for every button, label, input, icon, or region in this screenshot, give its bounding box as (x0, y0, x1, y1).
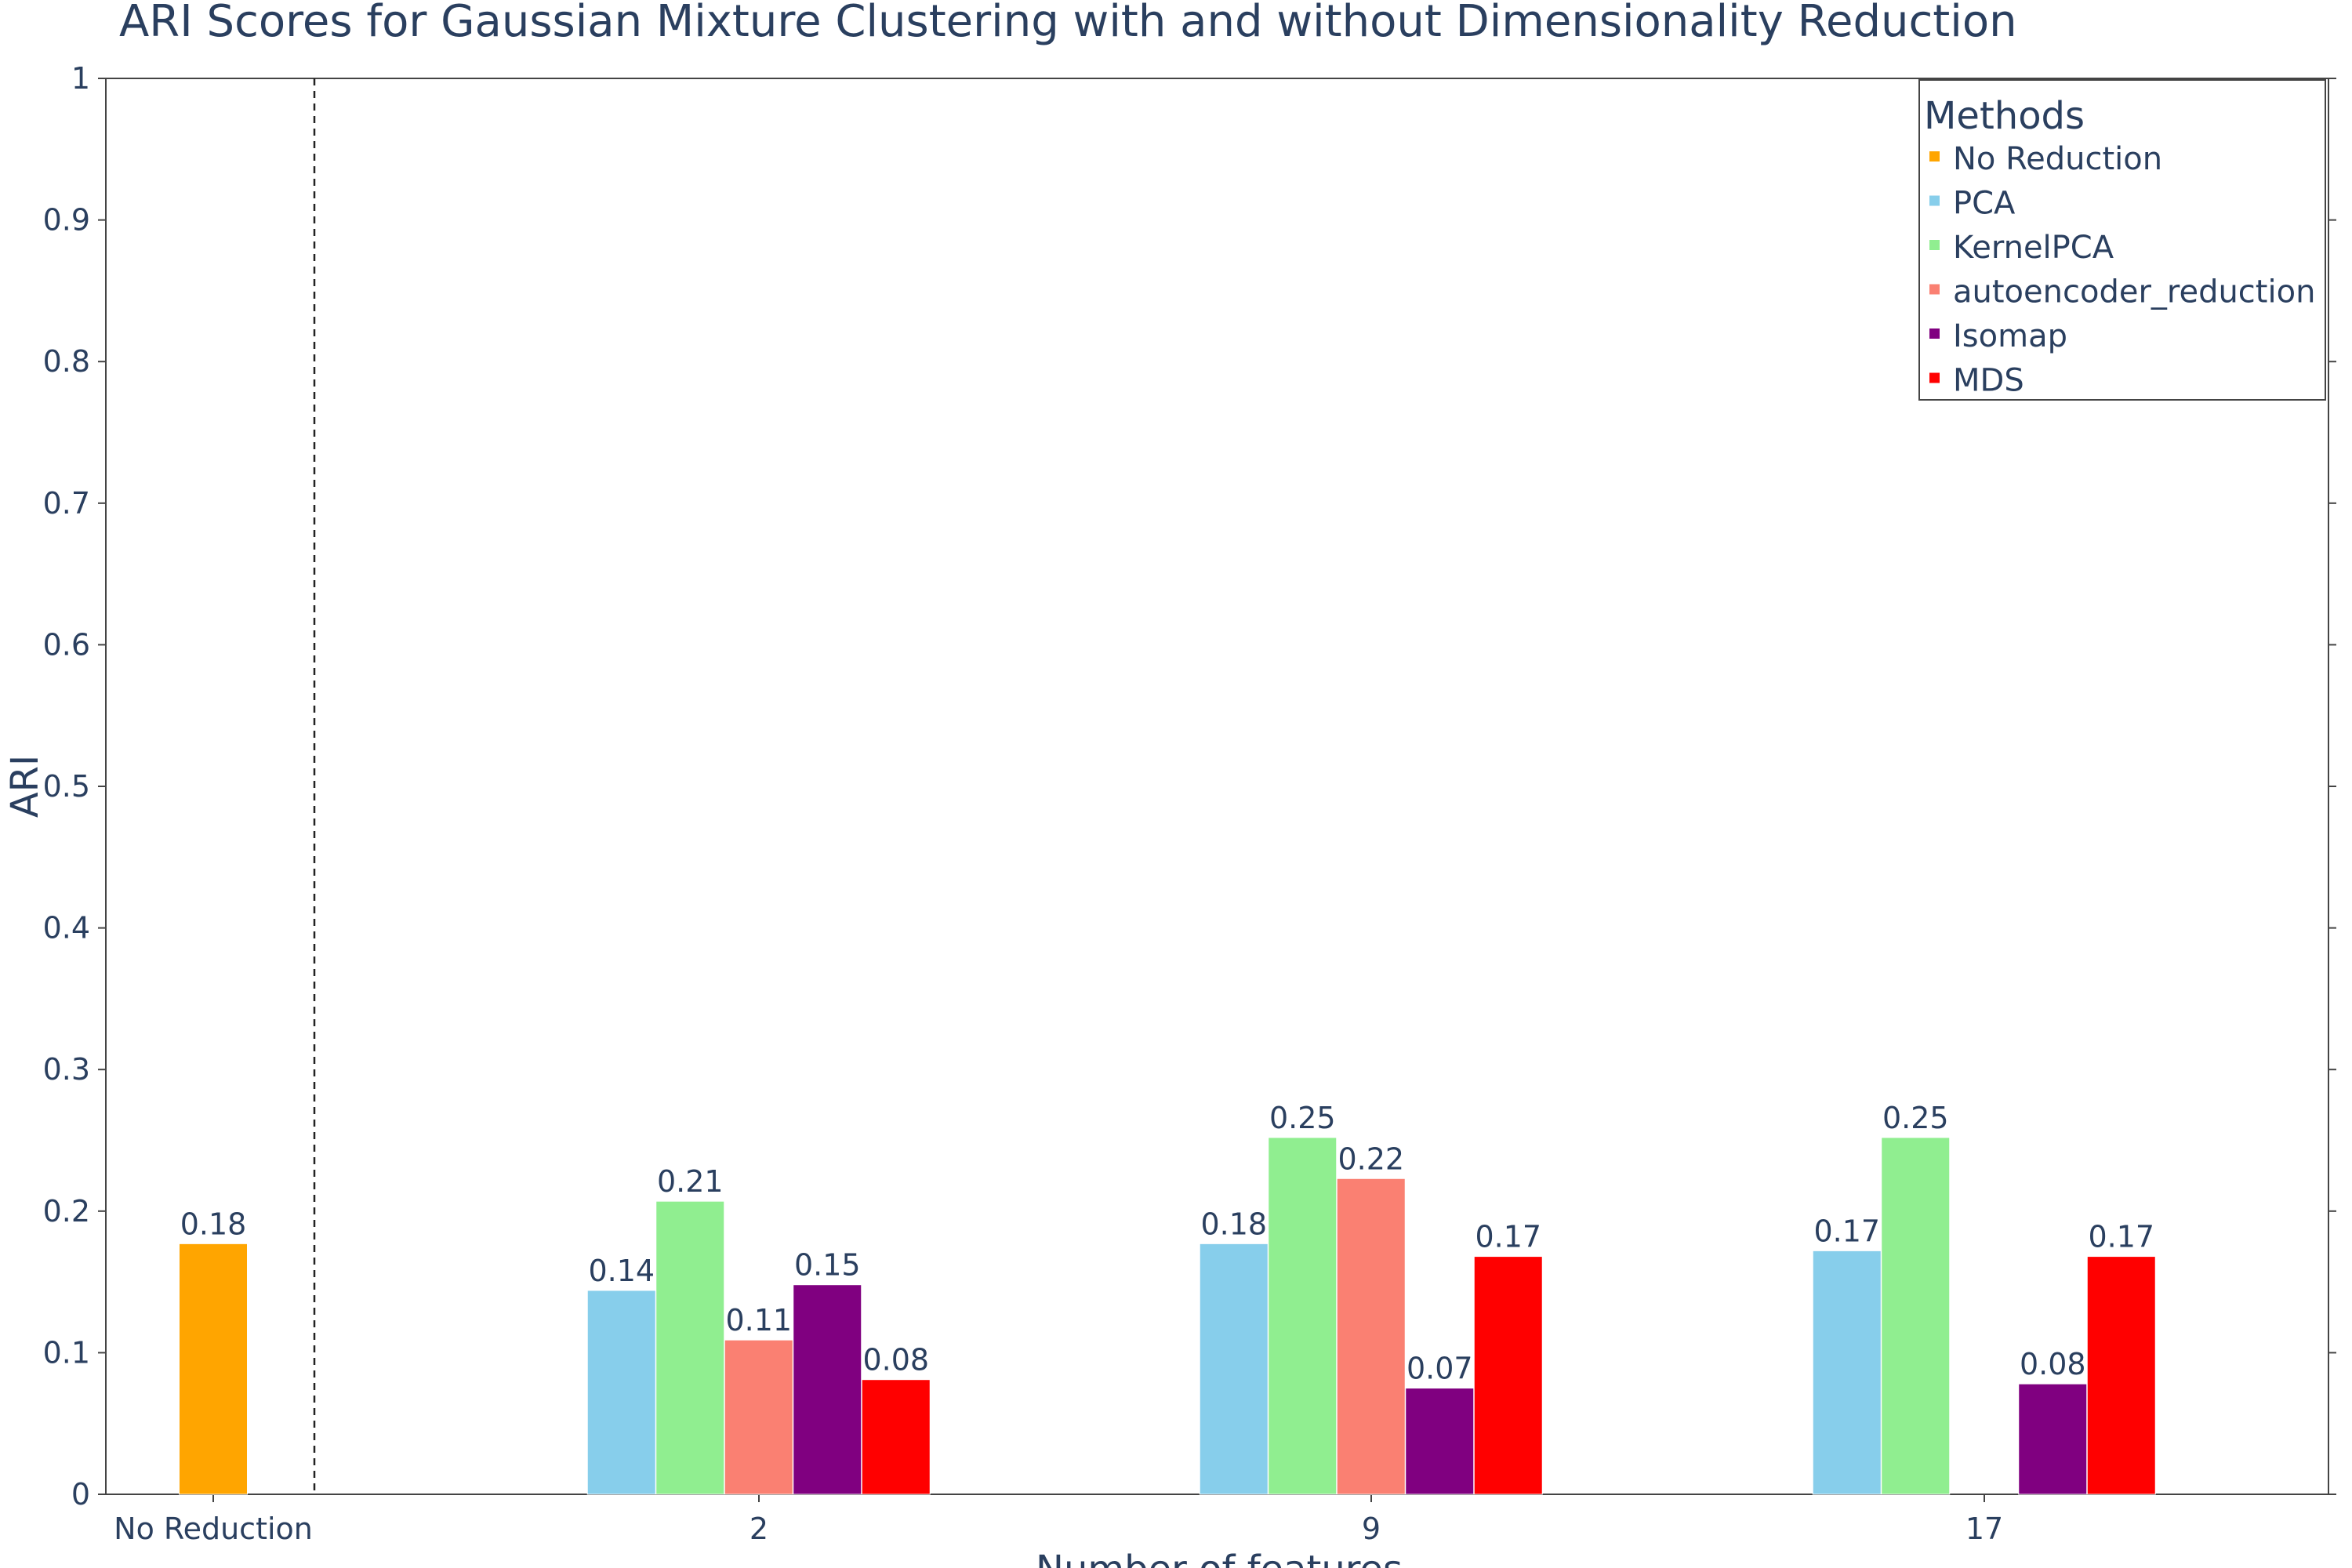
bar-value-label: 0.25 (1269, 1101, 1336, 1135)
y-tick-label: 0 (71, 1477, 90, 1512)
bar-isomap (1405, 1388, 1475, 1495)
bar-pca (586, 1290, 656, 1495)
y-tick-label: 0.6 (43, 627, 90, 662)
bar-value-label: 0.15 (794, 1248, 861, 1283)
bar-autoencoder-reduction (724, 1339, 793, 1495)
bar-value-label: 0.22 (1338, 1142, 1404, 1176)
bar-kernelpca (655, 1200, 725, 1495)
chart-title: ARI Scores for Gaussian Mixture Clusteri… (119, 0, 2017, 47)
plot-area: 0 0.1 0.2 0.3 0.4 0.5 0.6 0.7 0.8 0.9 1 No Reductio… (43, 61, 2336, 1546)
x-tick-label: 17 (1965, 1512, 2003, 1546)
legend-item-label: MDS (1953, 363, 2024, 399)
y-tick-label: 0.5 (43, 769, 90, 804)
bar-value-label: 0.25 (1882, 1101, 1949, 1135)
legend-item-label: PCA (1953, 186, 2016, 222)
legend-swatch (1929, 195, 1940, 206)
bar-mds (1473, 1256, 1543, 1495)
bar-value-label: 0.14 (588, 1254, 655, 1288)
bar-value-label: 0.21 (657, 1164, 724, 1199)
bar-value-label: 0.18 (1200, 1207, 1267, 1241)
legend-swatch (1929, 328, 1940, 339)
y-tick-label: 0.4 (43, 911, 90, 946)
x-tick-label: 9 (1362, 1512, 1381, 1546)
bar-value-label: 0.17 (2088, 1220, 2154, 1254)
legend-swatch (1929, 151, 1940, 162)
bar-no-reduction (179, 1243, 248, 1495)
y-tick-label: 0.1 (43, 1335, 90, 1370)
legend-swatch (1929, 372, 1940, 383)
bar-isomap (793, 1284, 862, 1495)
bar-value-label: 0.08 (862, 1343, 929, 1377)
y-axis-title: ARI (3, 755, 47, 818)
bar-pca (1199, 1243, 1269, 1495)
bar-value-label: 0.08 (2020, 1347, 2086, 1381)
legend-item-label: No Reduction (1953, 141, 2162, 177)
x-tick-label: No Reduction (114, 1512, 313, 1546)
legend-item-label: KernelPCA (1953, 230, 2114, 266)
legend-item-label: autoencoder_reduction (1953, 274, 2315, 310)
bar-isomap (2018, 1383, 2088, 1495)
bar-kernelpca (1268, 1137, 1338, 1495)
bar-value-label: 0.07 (1406, 1352, 1473, 1386)
y-tick-label: 0.9 (43, 203, 90, 238)
legend: Methods No Reduction PCA KernelPCA autoenco… (1918, 79, 2326, 401)
bar-pca (1812, 1250, 1882, 1495)
y-tick-label: 0.8 (43, 344, 90, 379)
bar-value-label: 0.17 (1813, 1214, 1880, 1248)
bar-autoencoder-reduction (1336, 1178, 1406, 1495)
y-tick-label: 0.2 (43, 1194, 90, 1229)
legend-swatch (1929, 240, 1940, 250)
bar-mds (861, 1379, 931, 1495)
y-tick-label: 0.3 (43, 1052, 90, 1087)
y-tick-label: 0.7 (43, 486, 90, 521)
legend-item-label: Isomap (1953, 318, 2067, 354)
y-tick-label: 1 (71, 61, 90, 96)
x-axis-title: Number of features (1036, 1548, 1403, 1568)
bar-value-label: 0.17 (1475, 1220, 1541, 1254)
x-tick-label: 2 (750, 1512, 768, 1546)
legend-box (1918, 79, 2326, 401)
bar-mds (2086, 1256, 2156, 1495)
legend-title: Methods (1924, 94, 2085, 138)
legend-swatch (1929, 284, 1940, 295)
bar-value-label: 0.11 (725, 1303, 792, 1338)
bar-kernelpca (1881, 1137, 1951, 1495)
bar-value-label: 0.18 (180, 1207, 247, 1241)
